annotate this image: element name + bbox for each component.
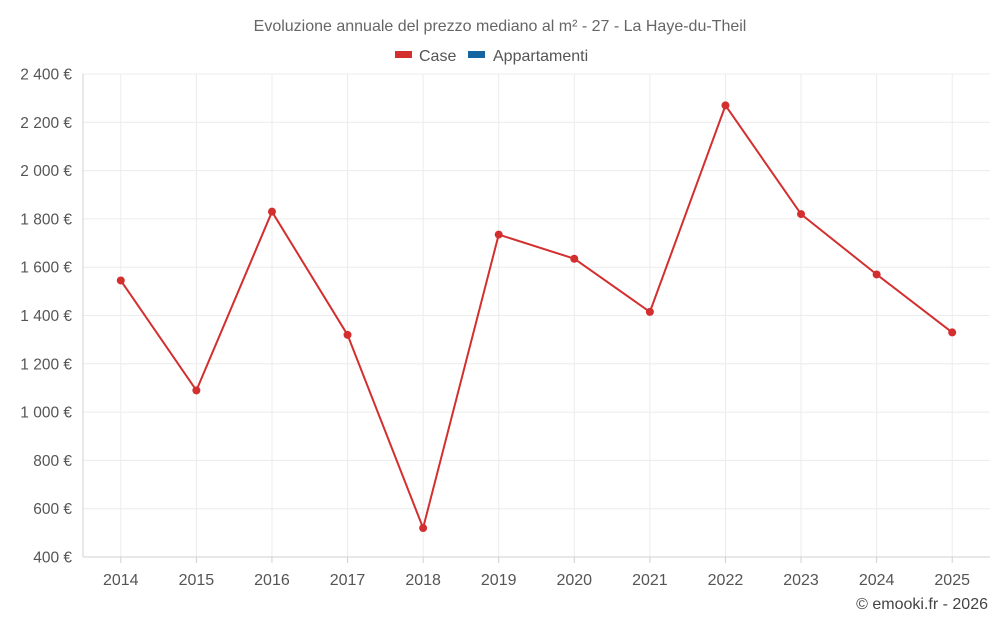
data-point-case-2024[interactable]: [872, 270, 881, 279]
legend-label-case: Case: [419, 48, 456, 65]
legend-swatch-appartamenti: [468, 51, 485, 58]
grid: [83, 73, 990, 557]
x-tick-label: 2015: [179, 572, 215, 589]
legend-swatch-case: [395, 51, 412, 58]
y-tick-label: 1 600 €: [20, 260, 72, 277]
x-tick-label: 2019: [481, 572, 517, 589]
x-tick-label: 2018: [405, 572, 441, 589]
legend-item-appartamenti[interactable]: Appartamenti: [468, 48, 588, 65]
data-point-case-2021[interactable]: [645, 307, 654, 316]
x-tick-label: 2022: [708, 572, 744, 589]
series-line-case: [119, 104, 953, 529]
x-tick-label: 2025: [934, 572, 970, 589]
y-tick-label: 1 800 €: [20, 211, 72, 228]
data-point-case-2015[interactable]: [192, 386, 201, 395]
legend: Case Appartamenti: [395, 48, 588, 65]
y-tick-label: 1 200 €: [20, 356, 72, 373]
data-point-case-2022[interactable]: [721, 101, 730, 110]
data-point-case-2023[interactable]: [797, 210, 806, 219]
y-tick-label: 1 400 €: [20, 308, 72, 325]
x-axis-ticks: 2014 2015 2016 2017 2018 2019 2020 2021 2022 2023…: [103, 572, 970, 589]
data-point-case-2017[interactable]: [343, 330, 352, 339]
y-tick-label: 600 €: [33, 501, 72, 518]
data-point-case-2025[interactable]: [948, 328, 957, 337]
y-tick-label: 2 000 €: [20, 163, 72, 180]
x-tick-label: 2017: [330, 572, 366, 589]
series: [116, 101, 957, 533]
legend-item-case[interactable]: Case: [395, 48, 456, 65]
data-point-case-2018[interactable]: [419, 524, 428, 533]
x-tick-label: 2021: [632, 572, 668, 589]
y-tick-label: 800 €: [33, 453, 72, 470]
y-axis-ticks: 400 € 600 € 800 € 1 000 € 1 200 € 1 400 € 1 60…: [20, 67, 72, 567]
y-tick-label: 1 000 €: [20, 405, 72, 422]
y-tick-label: 2 200 €: [20, 115, 72, 132]
data-point-case-2014[interactable]: [116, 276, 125, 285]
x-tick-label: 2024: [859, 572, 895, 589]
legend-label-appartamenti: Appartamenti: [493, 48, 588, 65]
data-point-case-2020[interactable]: [570, 254, 579, 263]
y-tick-label: 400 €: [33, 550, 72, 567]
y-tick-label: 2 400 €: [20, 67, 72, 84]
x-tick-label: 2020: [556, 572, 592, 589]
axes: [82, 74, 990, 563]
x-tick-label: 2016: [254, 572, 290, 589]
data-point-case-2019[interactable]: [494, 230, 503, 239]
credit-text: © emooki.fr - 2026: [856, 596, 988, 613]
x-tick-label: 2023: [783, 572, 819, 589]
x-tick-label: 2014: [103, 572, 139, 589]
chart-title: Evoluzione annuale del prezzo mediano al…: [254, 18, 747, 35]
data-point-case-2016[interactable]: [267, 207, 276, 216]
